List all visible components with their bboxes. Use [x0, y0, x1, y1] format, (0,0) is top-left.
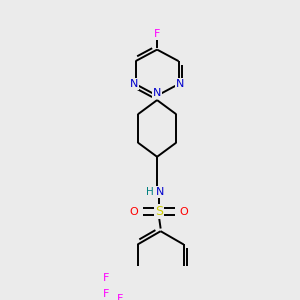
Text: O: O: [130, 207, 138, 217]
Text: F: F: [117, 294, 123, 300]
Text: O: O: [179, 207, 188, 217]
Text: N: N: [176, 79, 184, 89]
Text: S: S: [155, 205, 163, 218]
Text: F: F: [103, 289, 109, 299]
Text: N: N: [130, 79, 138, 89]
Text: N: N: [153, 88, 161, 98]
Text: N: N: [156, 187, 164, 197]
Text: H: H: [146, 187, 154, 197]
Text: F: F: [103, 273, 109, 283]
Text: F: F: [154, 29, 160, 39]
